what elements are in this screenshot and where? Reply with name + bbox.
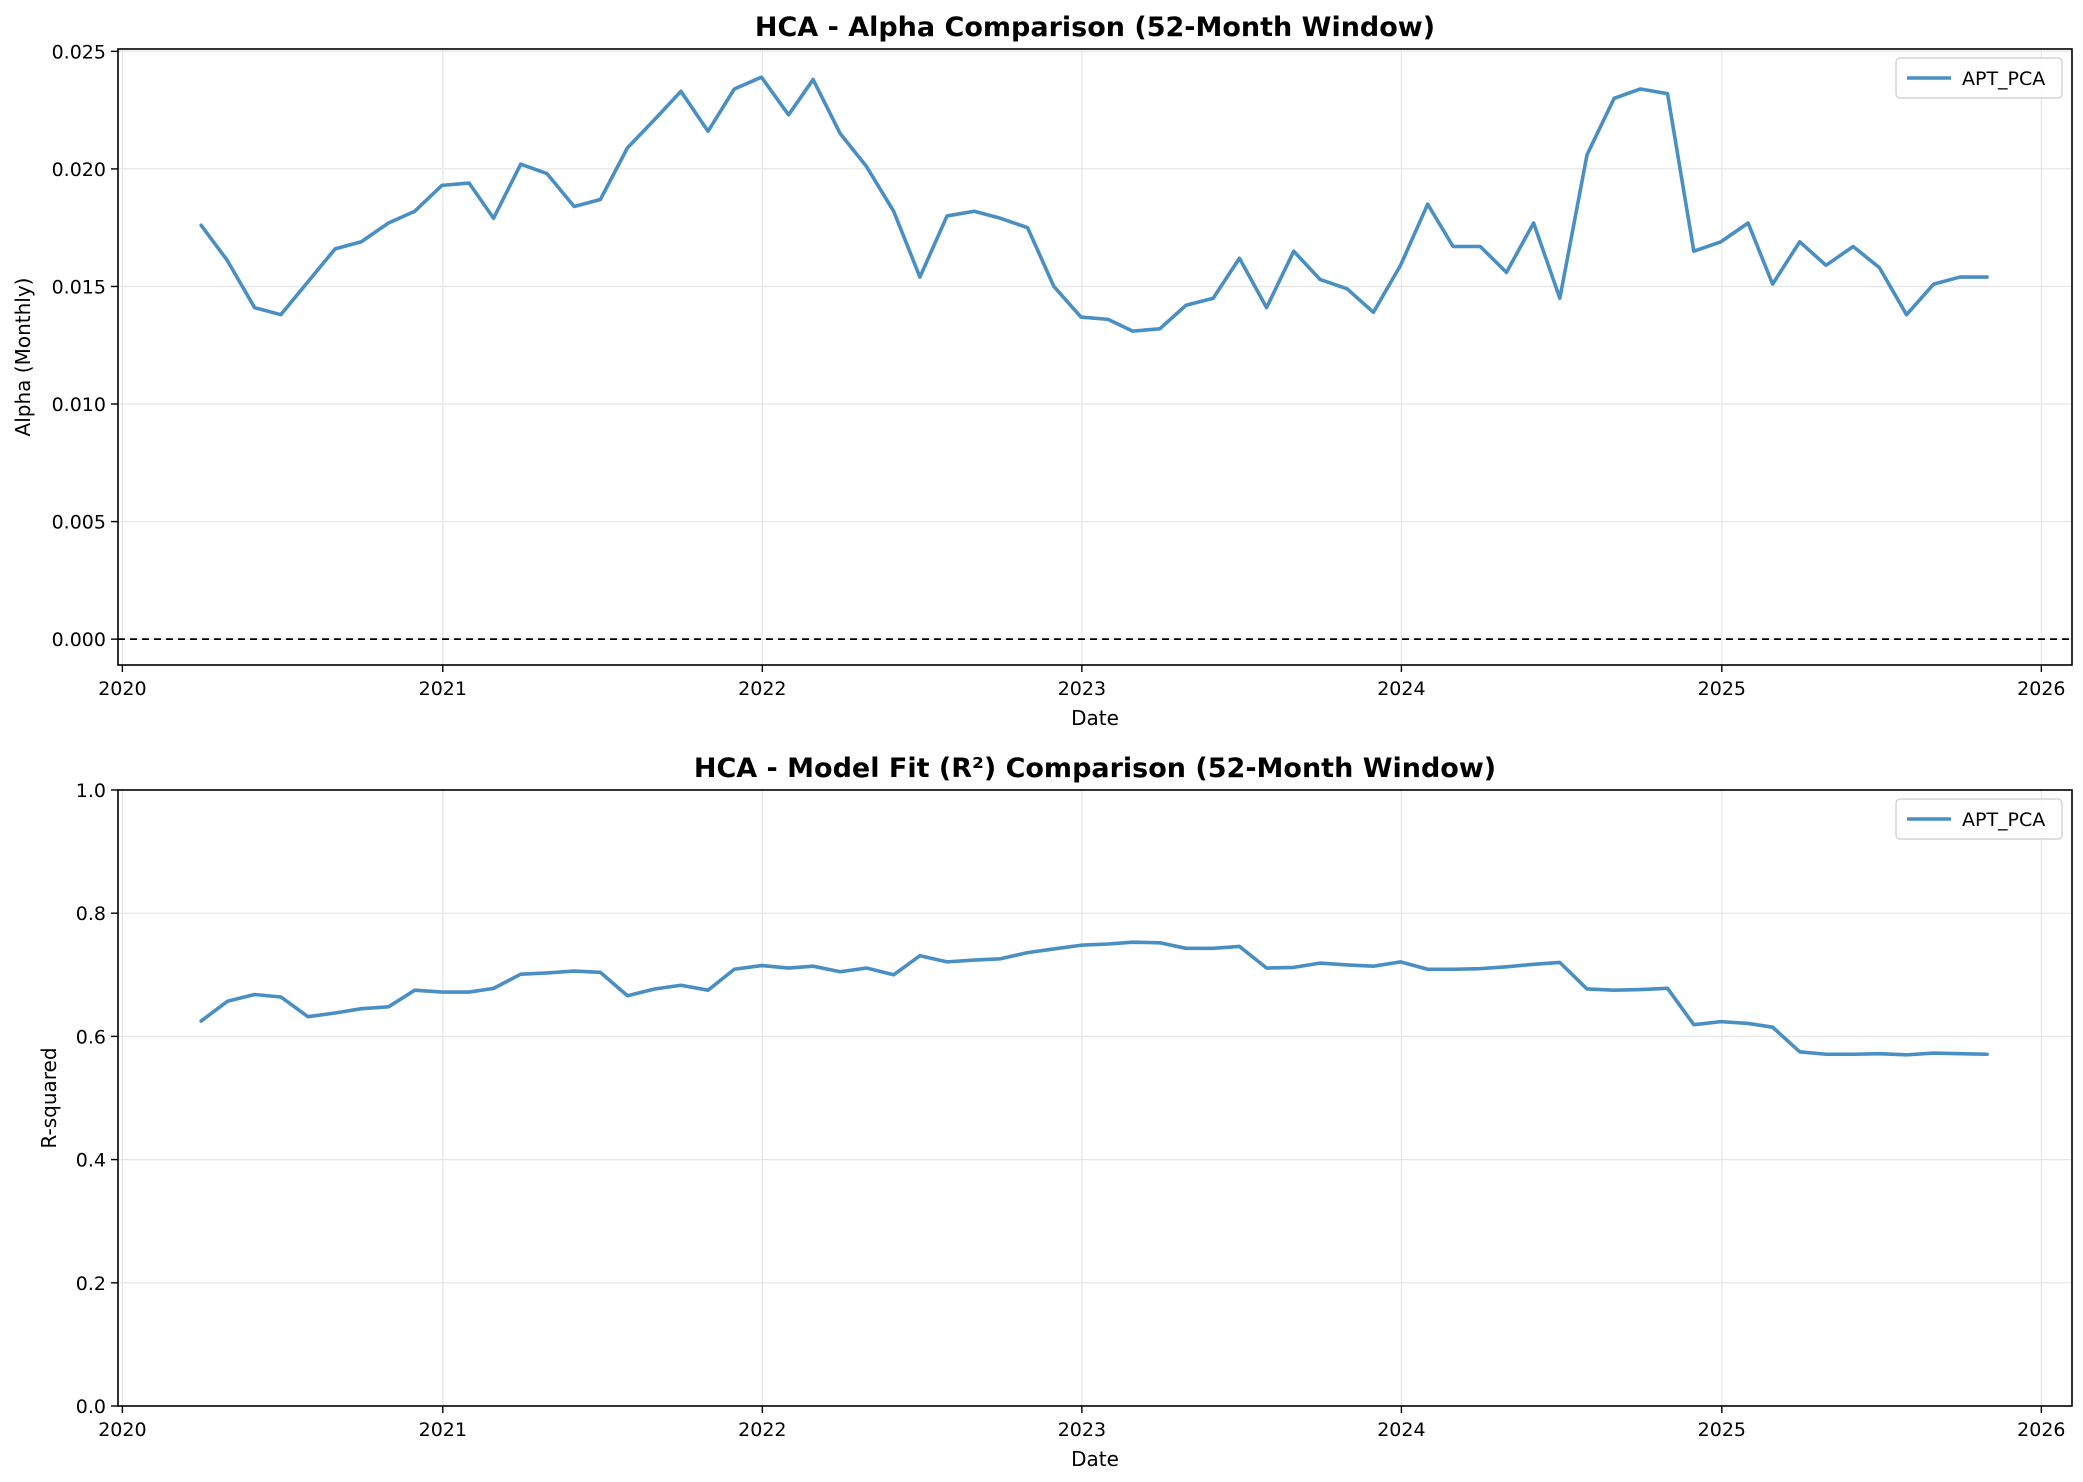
r-squared-y-tick-label: 1.0 bbox=[76, 780, 106, 802]
alpha-grid bbox=[118, 49, 2072, 665]
alpha-series-line-apt-pca bbox=[199, 75, 1989, 333]
r-squared-x-tick-label: 2025 bbox=[1698, 1419, 1746, 1441]
r-squared-x-tick-label: 2022 bbox=[738, 1419, 786, 1441]
r-squared-x-ticks: 2020 2021 2022 2023 2024 2025 2026 bbox=[98, 1406, 2066, 1441]
alpha-chart: 2020 2021 2022 2023 2024 2025 2026 0.0000.0050… bbox=[11, 12, 2073, 730]
alpha-x-ticks: 2020 2021 2022 2023 2024 2025 2026 bbox=[98, 665, 2066, 700]
r-squared-y-tick-label: 0.2 bbox=[76, 1273, 106, 1295]
alpha-legend-box bbox=[1895, 57, 2063, 99]
r-squared-chart: 2020 2021 2022 2023 2024 2025 2026 0.00.20.40.… bbox=[37, 753, 2073, 1471]
alpha-legend-label: APT_PCA bbox=[1962, 68, 2045, 90]
r-squared-chart-title: HCA - Model Fit (R²) Comparison (52-Mont… bbox=[694, 753, 1496, 784]
r-squared-plot-frame bbox=[117, 789, 2073, 1407]
alpha-x-tick-label: 2024 bbox=[1377, 678, 1425, 700]
alpha-x-tick-label: 2020 bbox=[98, 678, 146, 700]
alpha-x-tick-label: 2022 bbox=[738, 678, 786, 700]
r-squared-x-tick-label: 2020 bbox=[98, 1419, 146, 1441]
r-squared-legend-label: APT_PCA bbox=[1962, 809, 2045, 831]
r-squared-x-axis-label: Date bbox=[1071, 1447, 1119, 1471]
alpha-legend: APT_PCA bbox=[1895, 57, 2063, 99]
r-squared-legend: APT_PCA bbox=[1895, 798, 2063, 840]
alpha-x-tick-label: 2025 bbox=[1698, 678, 1746, 700]
alpha-y-tick-label: 0.000 bbox=[52, 629, 106, 651]
alpha-x-tick-label: 2021 bbox=[419, 678, 467, 700]
alpha-y-tick-label: 0.025 bbox=[52, 41, 106, 63]
r-squared-legend-box bbox=[1895, 798, 2063, 840]
alpha-y-ticks: 0.000 0.005 0.010 0.015 0.020 0.025 bbox=[52, 41, 118, 651]
alpha-y-tick-label: 0.020 bbox=[52, 159, 106, 181]
alpha-y-tick-label: 0.010 bbox=[52, 394, 106, 416]
alpha-y-tick-label: 0.005 bbox=[52, 512, 106, 534]
alpha-y-axis-label: Alpha (Monthly) bbox=[11, 278, 35, 437]
r-squared-x-tick-label: 2021 bbox=[419, 1419, 467, 1441]
r-squared-y-tick-label: 0.0 bbox=[76, 1396, 106, 1418]
alpha-y-tick-label: 0.015 bbox=[52, 276, 106, 298]
r-squared-y-ticks: 0.0 0.2 0.4 0.6 0.8 1.0 bbox=[76, 780, 118, 1418]
r-squared-series-line-apt-pca bbox=[199, 940, 1989, 1057]
alpha-x-axis-label: Date bbox=[1071, 706, 1119, 730]
alpha-x-tick-label: 2023 bbox=[1058, 678, 1106, 700]
alpha-plot-frame bbox=[117, 48, 2073, 666]
r-squared-x-tick-label: 2023 bbox=[1058, 1419, 1106, 1441]
r-squared-x-tick-label: 2026 bbox=[2017, 1419, 2065, 1441]
alpha-chart-title: HCA - Alpha Comparison (52-Month Window) bbox=[755, 12, 1435, 43]
r-squared-x-tick-label: 2024 bbox=[1377, 1419, 1425, 1441]
r-squared-y-tick-label: 0.4 bbox=[76, 1150, 106, 1172]
alpha-x-tick-label: 2026 bbox=[2017, 678, 2065, 700]
r-squared-y-axis-label: R-squared bbox=[37, 1047, 61, 1148]
r-squared-series bbox=[199, 940, 1989, 1057]
r-squared-y-tick-label: 0.6 bbox=[76, 1026, 106, 1048]
r-squared-y-tick-label: 0.8 bbox=[76, 903, 106, 925]
alpha-series bbox=[199, 75, 1989, 333]
